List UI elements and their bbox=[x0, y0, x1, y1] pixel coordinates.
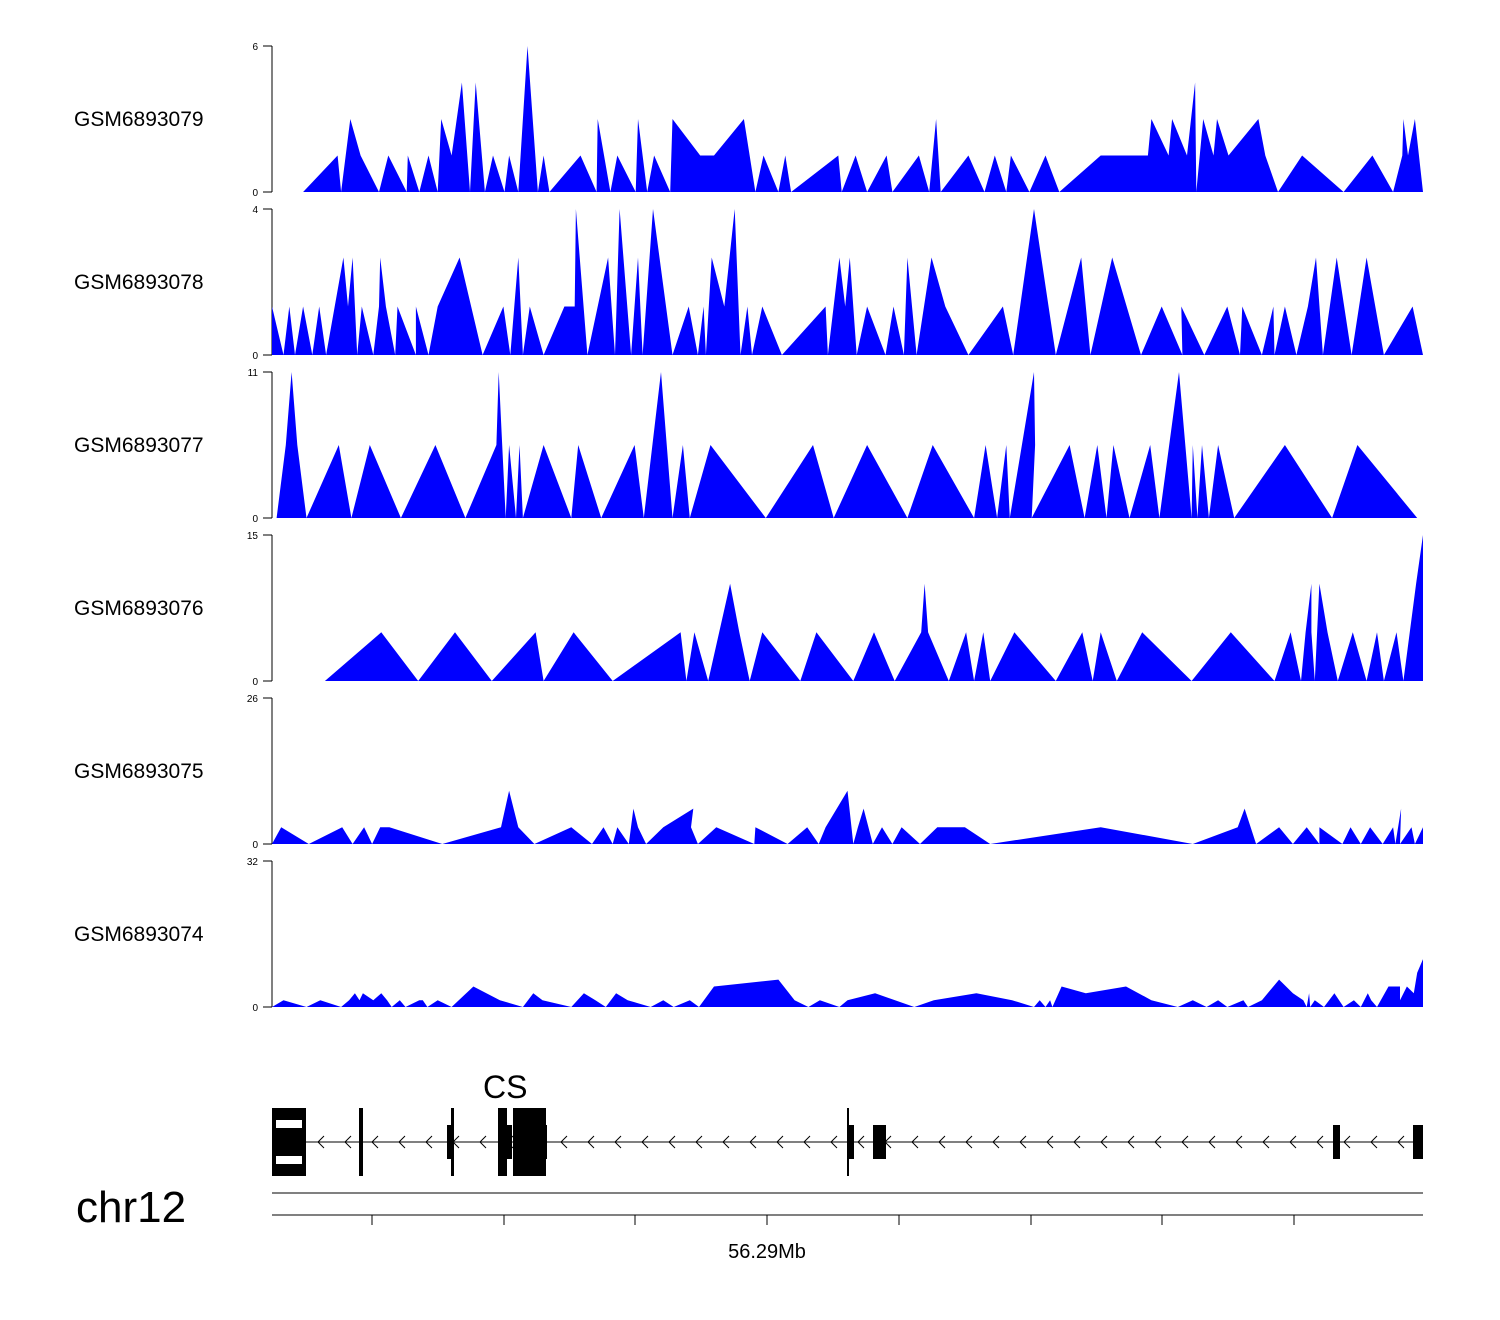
strand-arrow bbox=[641, 1135, 649, 1149]
genome-axis: 56.29Mb bbox=[272, 1192, 1423, 1263]
strand-arrow bbox=[398, 1135, 406, 1149]
track-label: GSM6893076 bbox=[74, 597, 204, 620]
strand-arrow bbox=[344, 1135, 352, 1149]
coverage-area bbox=[324, 535, 1423, 681]
strand-arrow bbox=[911, 1135, 919, 1149]
exon bbox=[359, 1108, 363, 1176]
strand-arrow bbox=[803, 1135, 811, 1149]
exon bbox=[447, 1125, 453, 1159]
strand-arrow bbox=[1262, 1135, 1270, 1149]
coordinate-label: 56.29Mb bbox=[728, 1241, 806, 1263]
exon bbox=[1413, 1125, 1423, 1159]
strand-arrow bbox=[1100, 1135, 1108, 1149]
y-tick-label-min: 0 bbox=[252, 514, 258, 525]
exon-notch bbox=[276, 1156, 302, 1164]
coverage-area bbox=[272, 209, 1423, 355]
gene-model: CS bbox=[272, 1069, 1423, 1176]
y-tick-label-max: 26 bbox=[247, 694, 259, 705]
y-tick-label-min: 0 bbox=[252, 1003, 258, 1014]
exon bbox=[500, 1125, 512, 1159]
coverage-area bbox=[272, 790, 1423, 844]
exon bbox=[451, 1108, 454, 1176]
strand-arrow bbox=[1127, 1135, 1135, 1149]
y-tick-label-min: 0 bbox=[252, 188, 258, 199]
gene-label: CS bbox=[483, 1069, 527, 1105]
strand-arrow bbox=[1181, 1135, 1189, 1149]
strand-arrow bbox=[1370, 1135, 1378, 1149]
track-GSM6893077: GSM6893077 11 0 bbox=[74, 368, 1423, 525]
strand-arrow bbox=[830, 1135, 838, 1149]
exon bbox=[517, 1125, 547, 1159]
y-tick-label-min: 0 bbox=[252, 840, 258, 851]
coverage-area bbox=[272, 372, 1423, 518]
track-GSM6893079: GSM6893079 6 0 bbox=[74, 42, 1424, 199]
strand-arrow bbox=[614, 1135, 622, 1149]
track-GSM6893074: GSM6893074 32 0 bbox=[74, 857, 1423, 1014]
strand-arrow bbox=[695, 1135, 703, 1149]
gene-structure bbox=[272, 1108, 1423, 1176]
exon bbox=[847, 1125, 854, 1159]
strand-arrow bbox=[425, 1135, 433, 1149]
y-tick-label-min: 0 bbox=[252, 351, 258, 362]
strand-arrow bbox=[1316, 1135, 1324, 1149]
axis-ticks bbox=[371, 1215, 1295, 1225]
track-label: GSM6893079 bbox=[74, 108, 204, 131]
track-label: GSM6893077 bbox=[74, 434, 204, 457]
strand-arrow bbox=[1289, 1135, 1297, 1149]
strand-arrow bbox=[938, 1135, 946, 1149]
track-GSM6893075: GSM6893075 26 0 bbox=[74, 694, 1423, 851]
coverage-area bbox=[303, 46, 1424, 192]
exon bbox=[1333, 1125, 1340, 1159]
strand-arrow bbox=[479, 1135, 487, 1149]
strand-arrow bbox=[1343, 1135, 1351, 1149]
track-GSM6893076: GSM6893076 15 0 bbox=[74, 531, 1423, 688]
strand-arrow bbox=[1208, 1135, 1216, 1149]
y-tick-label-max: 15 bbox=[247, 531, 259, 542]
strand-arrow bbox=[992, 1135, 1000, 1149]
strand-arrow bbox=[317, 1135, 325, 1149]
strand-arrow bbox=[722, 1135, 730, 1149]
coverage-area bbox=[272, 959, 1423, 1007]
strand-arrow bbox=[1073, 1135, 1081, 1149]
strand-arrow bbox=[587, 1135, 595, 1149]
strand-arrow bbox=[560, 1135, 568, 1149]
exon-notch bbox=[276, 1120, 302, 1128]
chromosome-label: chr12 bbox=[76, 1183, 186, 1232]
y-tick-label-min: 0 bbox=[252, 677, 258, 688]
strand-arrow bbox=[1046, 1135, 1054, 1149]
y-tick-label-max: 6 bbox=[252, 42, 258, 53]
strand-arrow bbox=[1397, 1135, 1405, 1149]
strand-arrow bbox=[1019, 1135, 1027, 1149]
strand-arrow bbox=[965, 1135, 973, 1149]
exon bbox=[873, 1125, 886, 1159]
y-tick-label-max: 4 bbox=[252, 205, 258, 216]
strand-arrow bbox=[668, 1135, 676, 1149]
track-GSM6893078: GSM6893078 4 0 bbox=[74, 205, 1423, 362]
track-label: GSM6893078 bbox=[74, 271, 204, 294]
track-label: GSM6893074 bbox=[74, 923, 204, 946]
strand-arrow bbox=[749, 1135, 757, 1149]
strand-arrow bbox=[1154, 1135, 1162, 1149]
exon bbox=[272, 1108, 306, 1176]
strand-arrow bbox=[371, 1135, 379, 1149]
track-label: GSM6893075 bbox=[74, 760, 204, 783]
strand-arrow bbox=[1235, 1135, 1243, 1149]
strand-arrow bbox=[857, 1135, 865, 1149]
y-tick-label-max: 32 bbox=[247, 857, 259, 868]
y-tick-label-max: 11 bbox=[248, 368, 259, 379]
coverage-tracks: GSM689307960GSM689307840GSM6893077110GSM… bbox=[74, 42, 1424, 1014]
strand-arrow bbox=[776, 1135, 784, 1149]
